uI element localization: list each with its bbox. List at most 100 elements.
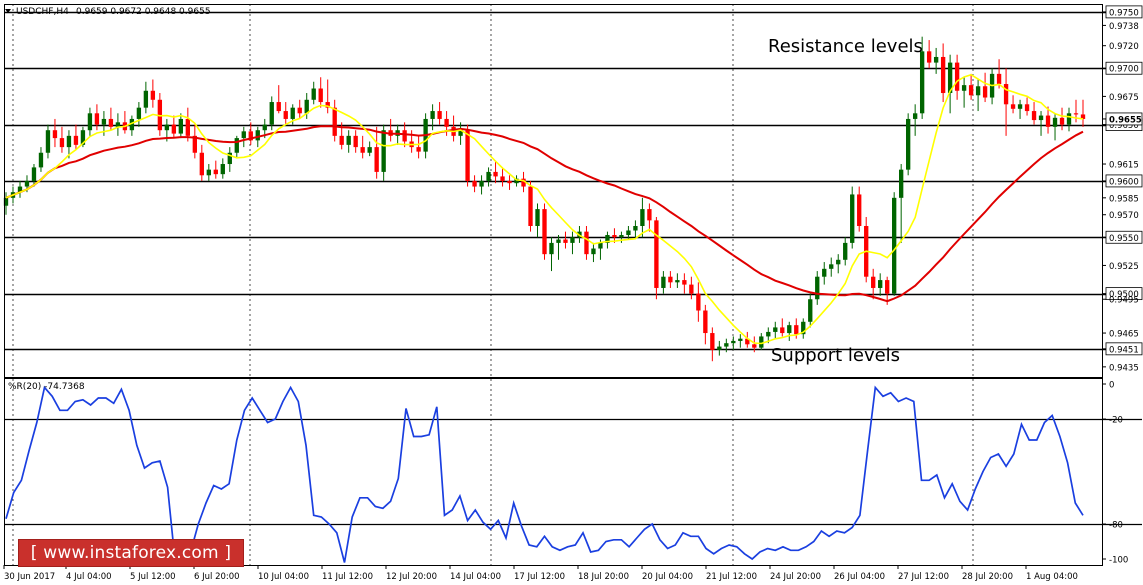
current-price-label: 0.9655: [1109, 115, 1142, 125]
candle: [542, 203, 547, 260]
candle: [514, 175, 519, 187]
candle-body: [794, 325, 799, 335]
candle-body: [961, 85, 967, 91]
candle: [220, 158, 225, 179]
candle: [556, 235, 561, 260]
candle-body: [444, 118, 449, 127]
candle-body: [283, 111, 288, 119]
price-pane-border: [4, 4, 1103, 378]
candle-body: [710, 333, 715, 350]
candle: [919, 36, 925, 119]
price-tick-label: 0.9570: [1109, 211, 1139, 221]
candle: [1010, 95, 1016, 114]
indicator-tick-label: -20: [1109, 416, 1123, 426]
candle-body: [668, 276, 673, 283]
candle: [549, 237, 554, 272]
candle-body: [199, 152, 204, 176]
candle: [122, 111, 128, 134]
candle-body: [486, 171, 491, 181]
candle: [1066, 107, 1072, 132]
price-tick-label: 0.9600: [1109, 177, 1139, 187]
time-tick-label: 20 Jul 04:00: [642, 572, 693, 582]
candle-body: [731, 340, 736, 344]
candle: [150, 79, 156, 108]
wpr-line: [5, 385, 1084, 565]
watermark-text: [ www.instaforex.com ]: [30, 543, 232, 563]
candle-body: [996, 73, 1002, 85]
candle-body: [612, 235, 617, 238]
candle-body: [318, 88, 323, 103]
candle: [416, 135, 421, 159]
candle-body: [458, 130, 463, 136]
price-level-label-box: [1105, 5, 1143, 19]
candle-body: [1024, 104, 1030, 112]
candle-body: [304, 99, 309, 114]
candle-body: [521, 178, 526, 187]
candle: [933, 47, 939, 74]
time-tick-label: 5 Jul 12:00: [130, 572, 176, 582]
candle: [591, 242, 596, 263]
candle: [675, 273, 680, 288]
candle-body: [563, 239, 568, 243]
candle: [87, 107, 93, 136]
candle: [815, 271, 820, 305]
candle-body: [129, 118, 135, 131]
indicator-pane-border: [4, 378, 1103, 566]
candle-body: [269, 102, 274, 125]
candle: [787, 321, 792, 341]
candle: [689, 276, 694, 300]
candle: [136, 102, 142, 127]
candle-body: [472, 180, 477, 187]
chart-menu-triangle-icon[interactable]: [5, 9, 11, 13]
candle-body: [507, 180, 512, 184]
candle: [115, 113, 121, 136]
candle-body: [919, 51, 925, 114]
candle: [129, 115, 135, 136]
candle-body: [759, 336, 764, 348]
candle-body: [45, 130, 51, 153]
candle: [304, 93, 309, 119]
candle-body: [311, 88, 316, 100]
price-tick-label: 0.9525: [1109, 262, 1139, 272]
candle: [1031, 102, 1037, 125]
candle-body: [108, 118, 114, 127]
price-tick-label: 0.9585: [1109, 194, 1139, 204]
watermark-badge[interactable]: [ www.instaforex.com ]: [18, 539, 244, 567]
candle-body: [654, 220, 659, 288]
candle: [318, 77, 323, 108]
candle: [227, 147, 232, 172]
candle-body: [703, 310, 708, 334]
candle: [353, 130, 358, 153]
time-tick-label: 11 Jul 12:00: [322, 572, 373, 582]
candle: [619, 231, 624, 243]
price-tick-label: 0.9465: [1109, 330, 1139, 340]
candle-body: [1052, 117, 1058, 127]
indicator-tick-label: 0: [1109, 381, 1114, 391]
price-tick-label: 0.9495: [1109, 296, 1139, 306]
candle: [563, 231, 568, 249]
candle-body: [1045, 115, 1051, 127]
candle: [248, 122, 253, 145]
price-tick-label: 0.9738: [1109, 22, 1139, 32]
candle-body: [535, 209, 540, 226]
candle: [332, 99, 337, 142]
candle: [325, 79, 330, 114]
candle-body: [94, 113, 100, 125]
candle: [682, 273, 687, 294]
time-tick-label: 1 Aug 04:00: [1026, 572, 1078, 582]
indicator-header: %R(20) -74.7368: [8, 382, 85, 392]
candle: [381, 124, 386, 181]
candle: [926, 40, 932, 69]
time-tick-label: 27 Jul 12:00: [898, 572, 949, 582]
candle: [892, 192, 897, 296]
chart-header-ohlc: 0.9659 0.9672 0.9648 0.9655: [76, 7, 211, 17]
candle-body: [213, 169, 218, 175]
candle-body: [66, 135, 72, 148]
candle: [899, 164, 904, 243]
candle-body: [549, 242, 554, 255]
candle: [975, 79, 981, 112]
chart-frame: [4, 4, 1103, 566]
candle-body: [185, 118, 190, 136]
candle: [66, 130, 72, 159]
candle: [388, 118, 393, 142]
